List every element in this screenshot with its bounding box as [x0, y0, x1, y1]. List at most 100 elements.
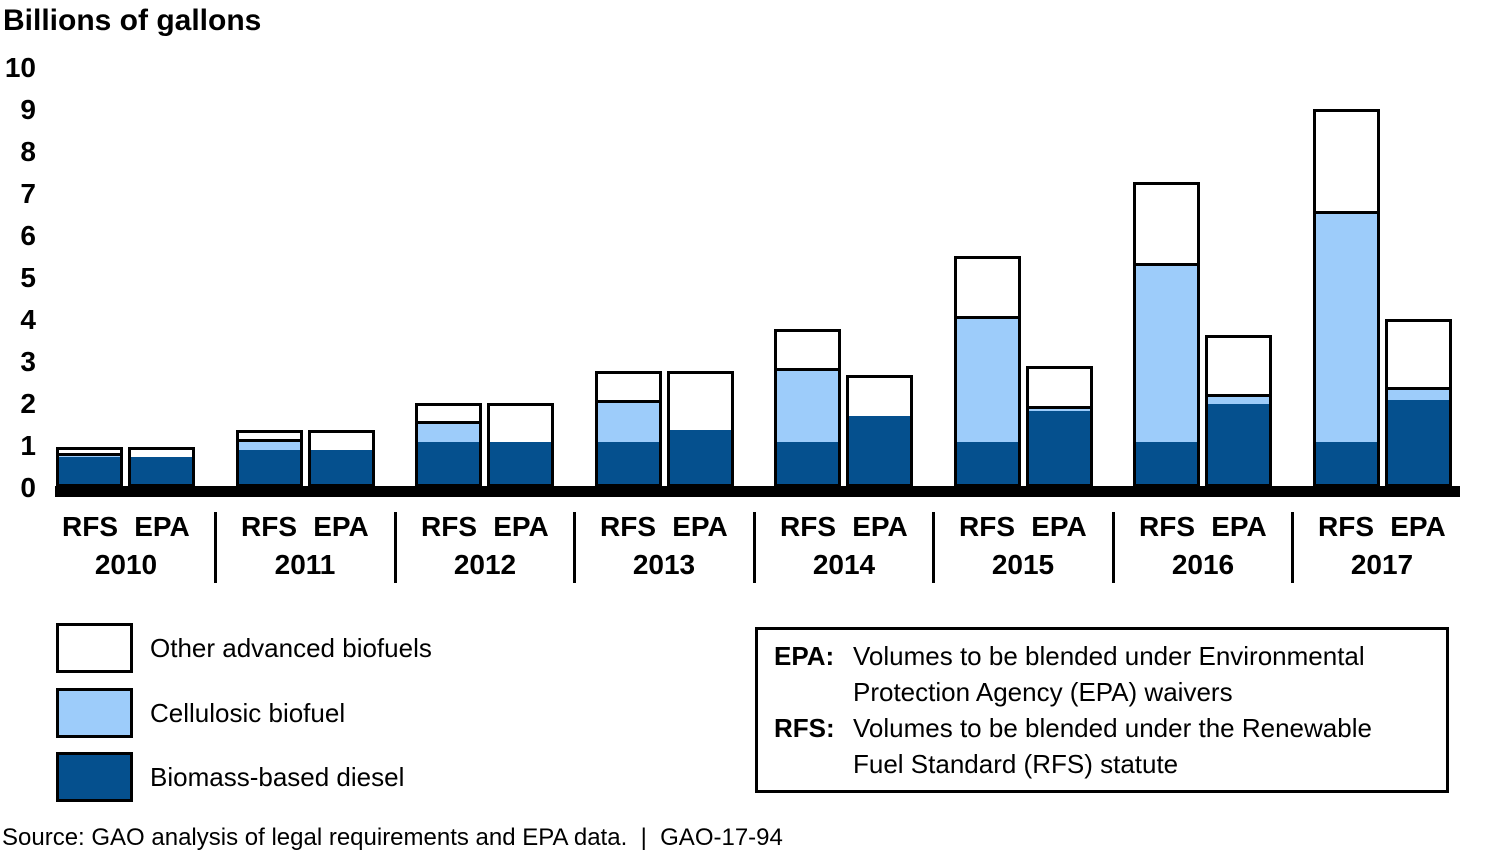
segment-other-advanced-biofuels-2011-epa [311, 433, 372, 450]
bar-label-rfs-2014: RFS [780, 511, 836, 542]
segment-other-advanced-biofuels-2013-epa [670, 374, 731, 430]
bar-label-epa-2015: EPA [1031, 511, 1087, 542]
bar-2010-epa [128, 447, 195, 487]
year-label-2016: 2016 [1171, 549, 1235, 580]
definition-epa-text: Volumes to be blended under Environmenta… [853, 641, 1365, 707]
definition-rfs: RFS: Volumes to be blended under the Ren… [774, 710, 1430, 782]
segment-biomass-based-diesel-2012-epa [490, 442, 551, 484]
y-tick-1: 1 [20, 430, 36, 461]
segment-other-advanced-biofuels-2015-rfs [957, 259, 1018, 316]
bar-label-rfs-2016: RFS [1139, 511, 1195, 542]
year-label-2017: 2017 [1350, 549, 1414, 580]
y-tick-4: 4 [20, 304, 36, 335]
year-label-2014: 2014 [812, 549, 876, 580]
year-label-2013: 2013 [632, 549, 696, 580]
legend-label-cellulosic-biofuel: Cellulosic biofuel [150, 698, 346, 728]
year-group-divider [214, 512, 217, 583]
bar-label-rfs-2011: RFS [241, 511, 297, 542]
bar-label-epa-2011: EPA [313, 511, 369, 542]
bar-2010-rfs [56, 447, 123, 487]
year-label-2012: 2012 [453, 549, 517, 580]
segment-cellulosic-biofuel-2014-rfs [777, 368, 838, 442]
segment-other-advanced-biofuels-2014-rfs [777, 332, 838, 368]
segment-biomass-based-diesel-2017-rfs [1316, 442, 1377, 484]
segment-biomass-based-diesel-2013-rfs [598, 442, 659, 484]
bar-2015-rfs [954, 256, 1021, 487]
bar-2016-epa [1205, 335, 1272, 487]
bar-label-rfs-2017: RFS [1318, 511, 1374, 542]
segment-cellulosic-biofuel-2017-epa [1388, 387, 1449, 400]
bar-2013-epa [667, 371, 734, 487]
definitions-box: EPA: Volumes to be blended under Environ… [755, 627, 1449, 793]
segment-biomass-based-diesel-2015-rfs [957, 442, 1018, 484]
y-tick-6: 6 [20, 220, 36, 251]
segment-other-advanced-biofuels-2013-rfs [598, 374, 659, 400]
year-label-2011: 2011 [274, 549, 336, 580]
source-line: Source: GAO analysis of legal requiremen… [2, 824, 783, 851]
segment-biomass-based-diesel-2016-epa [1208, 404, 1269, 484]
segment-biomass-based-diesel-2011-epa [311, 450, 372, 484]
segment-cellulosic-biofuel-2012-rfs [418, 421, 479, 442]
bar-label-epa-2013: EPA [672, 511, 728, 542]
segment-other-advanced-biofuels-2011-rfs [239, 433, 300, 439]
y-tick-2: 2 [20, 388, 36, 419]
y-tick-8: 8 [20, 136, 36, 167]
segment-cellulosic-biofuel-2015-rfs [957, 316, 1018, 442]
bar-label-rfs-2013: RFS [600, 511, 656, 542]
y-tick-5: 5 [20, 262, 36, 293]
y-tick-9: 9 [20, 94, 36, 125]
bar-2017-epa [1385, 319, 1452, 487]
bar-label-rfs-2010: RFS [62, 511, 118, 542]
segment-other-advanced-biofuels-2017-rfs [1316, 112, 1377, 211]
segment-cellulosic-biofuel-2017-rfs [1316, 211, 1377, 442]
segment-cellulosic-biofuel-2016-rfs [1136, 263, 1197, 442]
segment-other-advanced-biofuels-2015-epa [1029, 369, 1090, 406]
segment-biomass-based-diesel-2010-epa [131, 457, 192, 484]
segment-biomass-based-diesel-2012-rfs [418, 442, 479, 484]
bar-label-epa-2017: EPA [1390, 511, 1446, 542]
legend-label-biomass-based-diesel: Biomass-based diesel [150, 762, 405, 792]
year-group-divider [1291, 512, 1294, 583]
bar-2015-epa [1026, 366, 1093, 487]
chart-title: Billions of gallons [3, 4, 262, 37]
y-tick-0: 0 [20, 472, 36, 503]
segment-other-advanced-biofuels-2016-rfs [1136, 185, 1197, 263]
bar-2011-rfs [236, 430, 303, 487]
bar-2012-rfs [415, 403, 482, 487]
legend-label-other-advanced-biofuels: Other advanced biofuels [150, 633, 432, 663]
bar-2012-epa [487, 403, 554, 487]
segment-cellulosic-biofuel-2013-rfs [598, 400, 659, 442]
segment-cellulosic-biofuel-2016-epa [1208, 394, 1269, 404]
definition-epa: EPA: Volumes to be blended under Environ… [774, 638, 1430, 710]
bar-2013-rfs [595, 371, 662, 487]
y-tick-10: 10 [4, 52, 36, 83]
bar-label-epa-2012: EPA [493, 511, 549, 542]
segment-biomass-based-diesel-2017-epa [1388, 400, 1449, 484]
bar-label-rfs-2015: RFS [959, 511, 1015, 542]
definition-epa-term: EPA: [774, 641, 835, 671]
bar-2014-epa [846, 375, 913, 487]
bar-label-epa-2016: EPA [1211, 511, 1267, 542]
definition-rfs-text: Volumes to be blended under the Renewabl… [853, 713, 1372, 779]
segment-other-advanced-biofuels-2016-epa [1208, 338, 1269, 394]
segment-other-advanced-biofuels-2012-rfs [418, 406, 479, 421]
segment-biomass-based-diesel-2015-epa [1029, 411, 1090, 484]
year-group-divider [753, 512, 756, 583]
segment-other-advanced-biofuels-2012-epa [490, 406, 551, 442]
year-label-2015: 2015 [991, 549, 1055, 580]
segment-biomass-based-diesel-2016-rfs [1136, 442, 1197, 484]
bar-2011-epa [308, 430, 375, 487]
year-group-divider [573, 512, 576, 583]
bar-label-epa-2014: EPA [852, 511, 908, 542]
legend-swatch-other-advanced-biofuels [56, 623, 133, 673]
segment-other-advanced-biofuels-2017-epa [1388, 322, 1449, 387]
bar-2014-rfs [774, 329, 841, 487]
segment-cellulosic-biofuel-2010-rfs [59, 453, 120, 457]
segment-biomass-based-diesel-2011-rfs [239, 450, 300, 484]
segment-biomass-based-diesel-2010-rfs [59, 457, 120, 484]
bar-label-epa-2010: EPA [134, 511, 190, 542]
year-label-2010: 2010 [94, 549, 158, 580]
segment-cellulosic-biofuel-2011-rfs [239, 439, 300, 450]
year-group-divider [932, 512, 935, 583]
segment-other-advanced-biofuels-2010-epa [131, 450, 192, 457]
